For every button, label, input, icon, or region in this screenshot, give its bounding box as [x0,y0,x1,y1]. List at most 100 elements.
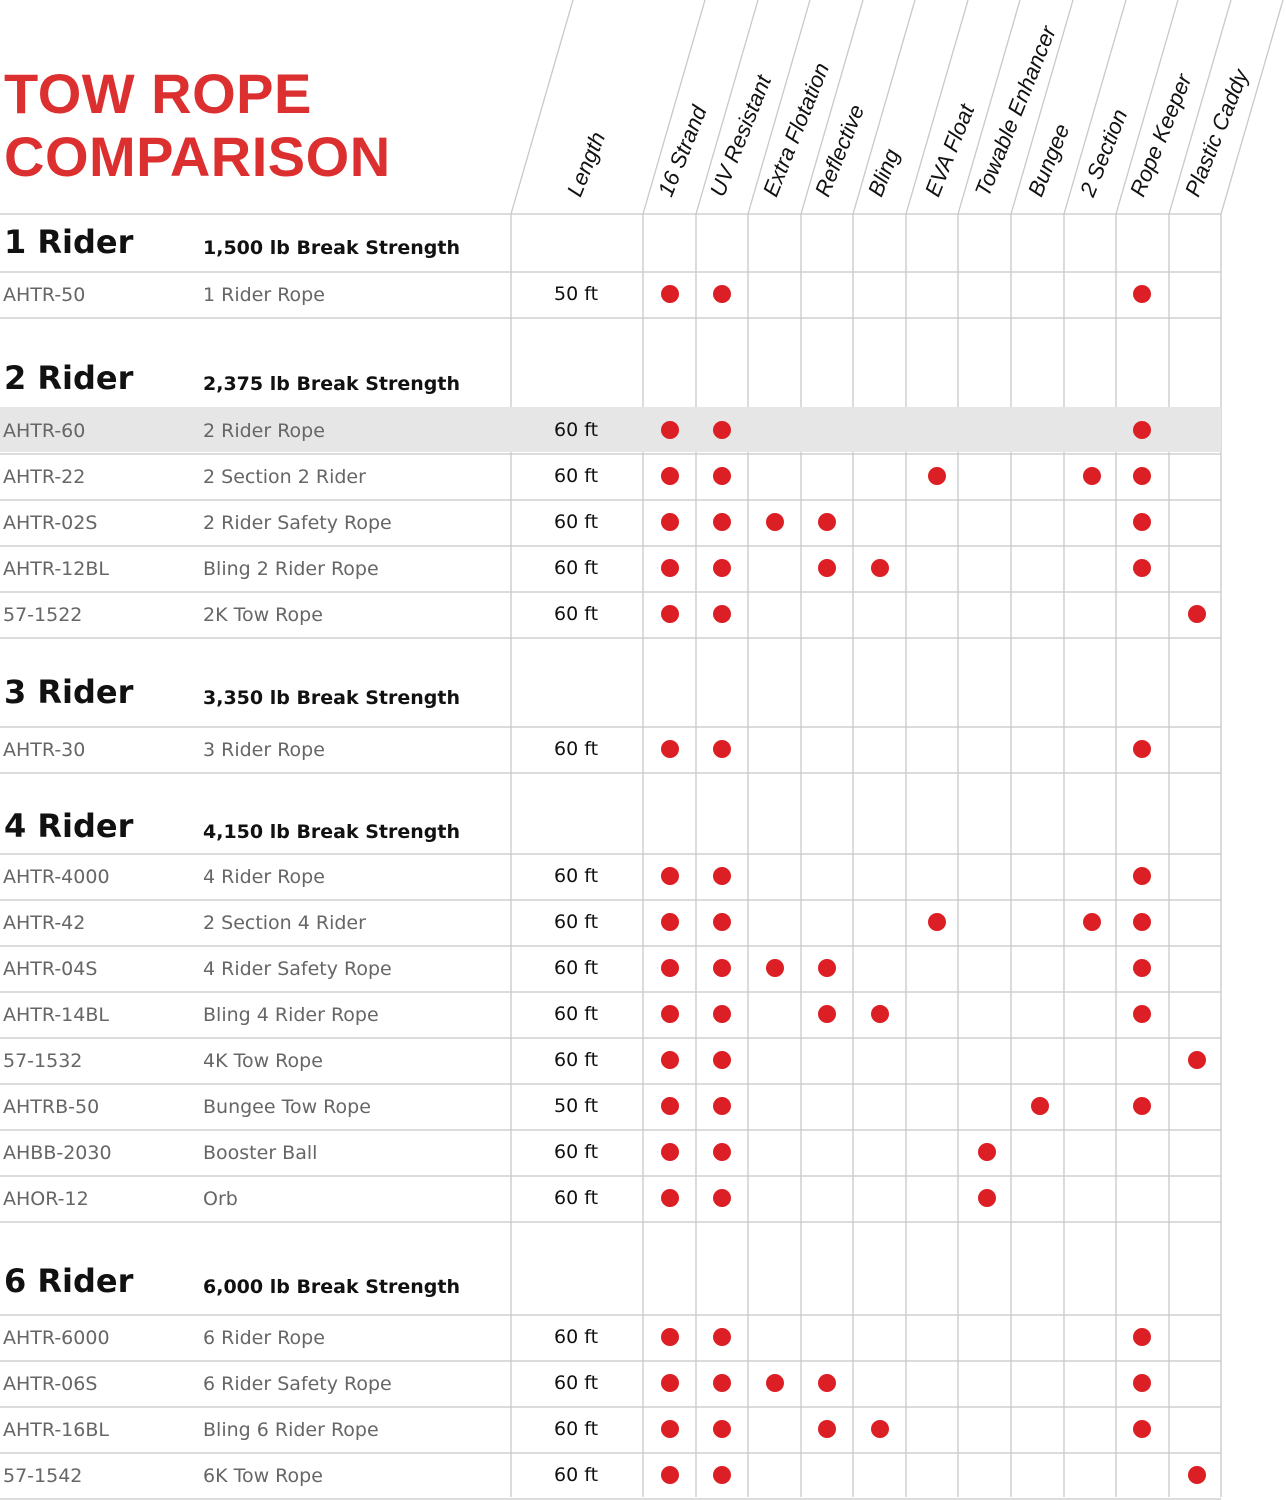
feature-dot-uv-resistant [713,605,731,623]
length-cell: 60 ft [554,511,599,533]
feature-dot-uv-resistant [713,913,731,931]
feature-dot-rope-keeper [1133,421,1151,439]
length-cell: 60 ft [554,1464,599,1486]
feature-dot-bling [871,1005,889,1023]
header-divider [695,0,759,215]
group-break-strength: 6,000 lb Break Strength [203,1276,461,1298]
feature-dot-rope-keeper [1133,740,1151,758]
feature-dot-plastic-caddy [1188,1466,1206,1484]
group-break-strength: 4,150 lb Break Strength [203,821,461,843]
header-divider [957,0,1021,215]
header-divider [1220,0,1284,215]
header-divider [510,0,574,215]
header-divider [852,0,916,215]
sku-cell: AHTR-30 [3,739,86,761]
feature-dot-uv-resistant [713,467,731,485]
sku-cell: AHOR-12 [3,1188,89,1210]
product-name-cell: Bling 2 Rider Rope [203,558,379,580]
feature-dot-bungee [1031,1097,1049,1115]
header-divider [642,0,706,215]
length-cell: 60 ft [554,465,599,487]
group-break-strength: 2,375 lb Break Strength [203,373,461,395]
feature-dot-16-strand [661,605,679,623]
feature-dot-16-strand [661,740,679,758]
group-title: 2 Rider [4,359,134,397]
length-cell: 60 ft [554,1003,599,1025]
header-divider [1168,0,1232,215]
feature-dot-extra-flotation [766,1374,784,1392]
feature-dot-rope-keeper [1133,1005,1151,1023]
length-cell: 50 ft [554,1095,599,1117]
feature-dot-16-strand [661,1420,679,1438]
sku-cell: AHBB-2030 [3,1142,112,1164]
group-title: 3 Rider [4,673,134,711]
feature-dot-uv-resistant [713,1420,731,1438]
page-title: TOW ROPE COMPARISON [4,62,391,188]
product-name-cell: Bling 4 Rider Rope [203,1004,379,1026]
feature-dot-16-strand [661,1374,679,1392]
feature-dot-eva-float [928,467,946,485]
length-cell: 60 ft [554,1141,599,1163]
feature-dot-rope-keeper [1133,867,1151,885]
feature-dot-uv-resistant [713,513,731,531]
feature-dot-eva-float [928,913,946,931]
feature-dot-reflective [818,513,836,531]
feature-dot-rope-keeper [1133,959,1151,977]
feature-dot-uv-resistant [713,959,731,977]
length-cell: 60 ft [554,865,599,887]
feature-dot-uv-resistant [713,421,731,439]
feature-dot-uv-resistant [713,559,731,577]
feature-dot-uv-resistant [713,1466,731,1484]
feature-dot-rope-keeper [1133,1097,1151,1115]
group-break-strength: 3,350 lb Break Strength [203,687,461,709]
length-cell: 50 ft [554,283,599,305]
feature-dot-reflective [818,1420,836,1438]
feature-dot-rope-keeper [1133,285,1151,303]
product-name-cell: 1 Rider Rope [203,284,325,306]
feature-dot-2-section [1083,467,1101,485]
feature-dot-uv-resistant [713,1005,731,1023]
sku-cell: AHTR-22 [3,466,86,488]
sku-cell: AHTR-02S [3,512,98,534]
feature-dot-16-strand [661,1466,679,1484]
feature-dot-rope-keeper [1133,913,1151,931]
length-cell: 60 ft [554,419,599,441]
feature-dot-16-strand [661,913,679,931]
title-line-1: TOW ROPE [4,62,312,125]
product-name-cell: 3 Rider Rope [203,739,325,761]
length-cell: 60 ft [554,1372,599,1394]
sku-cell: AHTR-60 [3,420,86,442]
feature-dot-uv-resistant [713,867,731,885]
feature-dot-16-strand [661,513,679,531]
feature-dot-16-strand [661,1051,679,1069]
header-divider [1063,0,1127,215]
product-name-cell: 4 Rider Rope [203,866,325,888]
header-divider [1010,0,1074,215]
feature-dot-rope-keeper [1133,1328,1151,1346]
product-name-cell: Orb [203,1188,238,1210]
header-divider [905,0,969,215]
sku-cell: AHTR-14BL [3,1004,109,1026]
sku-cell: 57-1532 [3,1050,83,1072]
feature-dot-16-strand [661,867,679,885]
sku-cell: AHTR-4000 [3,866,110,888]
feature-dot-uv-resistant [713,1051,731,1069]
feature-dot-rope-keeper [1133,467,1151,485]
header-divider [1115,0,1179,215]
feature-dot-16-strand [661,1189,679,1207]
feature-dot-bling [871,559,889,577]
length-cell: 60 ft [554,557,599,579]
feature-dot-reflective [818,959,836,977]
product-name-cell: 2K Tow Rope [203,604,323,626]
sku-cell: AHTR-6000 [3,1327,110,1349]
product-name-cell: 2 Section 2 Rider [203,466,366,488]
sku-cell: 57-1542 [3,1465,83,1487]
feature-dot-uv-resistant [713,1143,731,1161]
feature-dot-rope-keeper [1133,1374,1151,1392]
product-name-cell: 4 Rider Safety Rope [203,958,392,980]
feature-dot-uv-resistant [713,1328,731,1346]
feature-dot-reflective [818,1005,836,1023]
product-name-cell: 2 Rider Rope [203,420,325,442]
feature-dot-rope-keeper [1133,1420,1151,1438]
